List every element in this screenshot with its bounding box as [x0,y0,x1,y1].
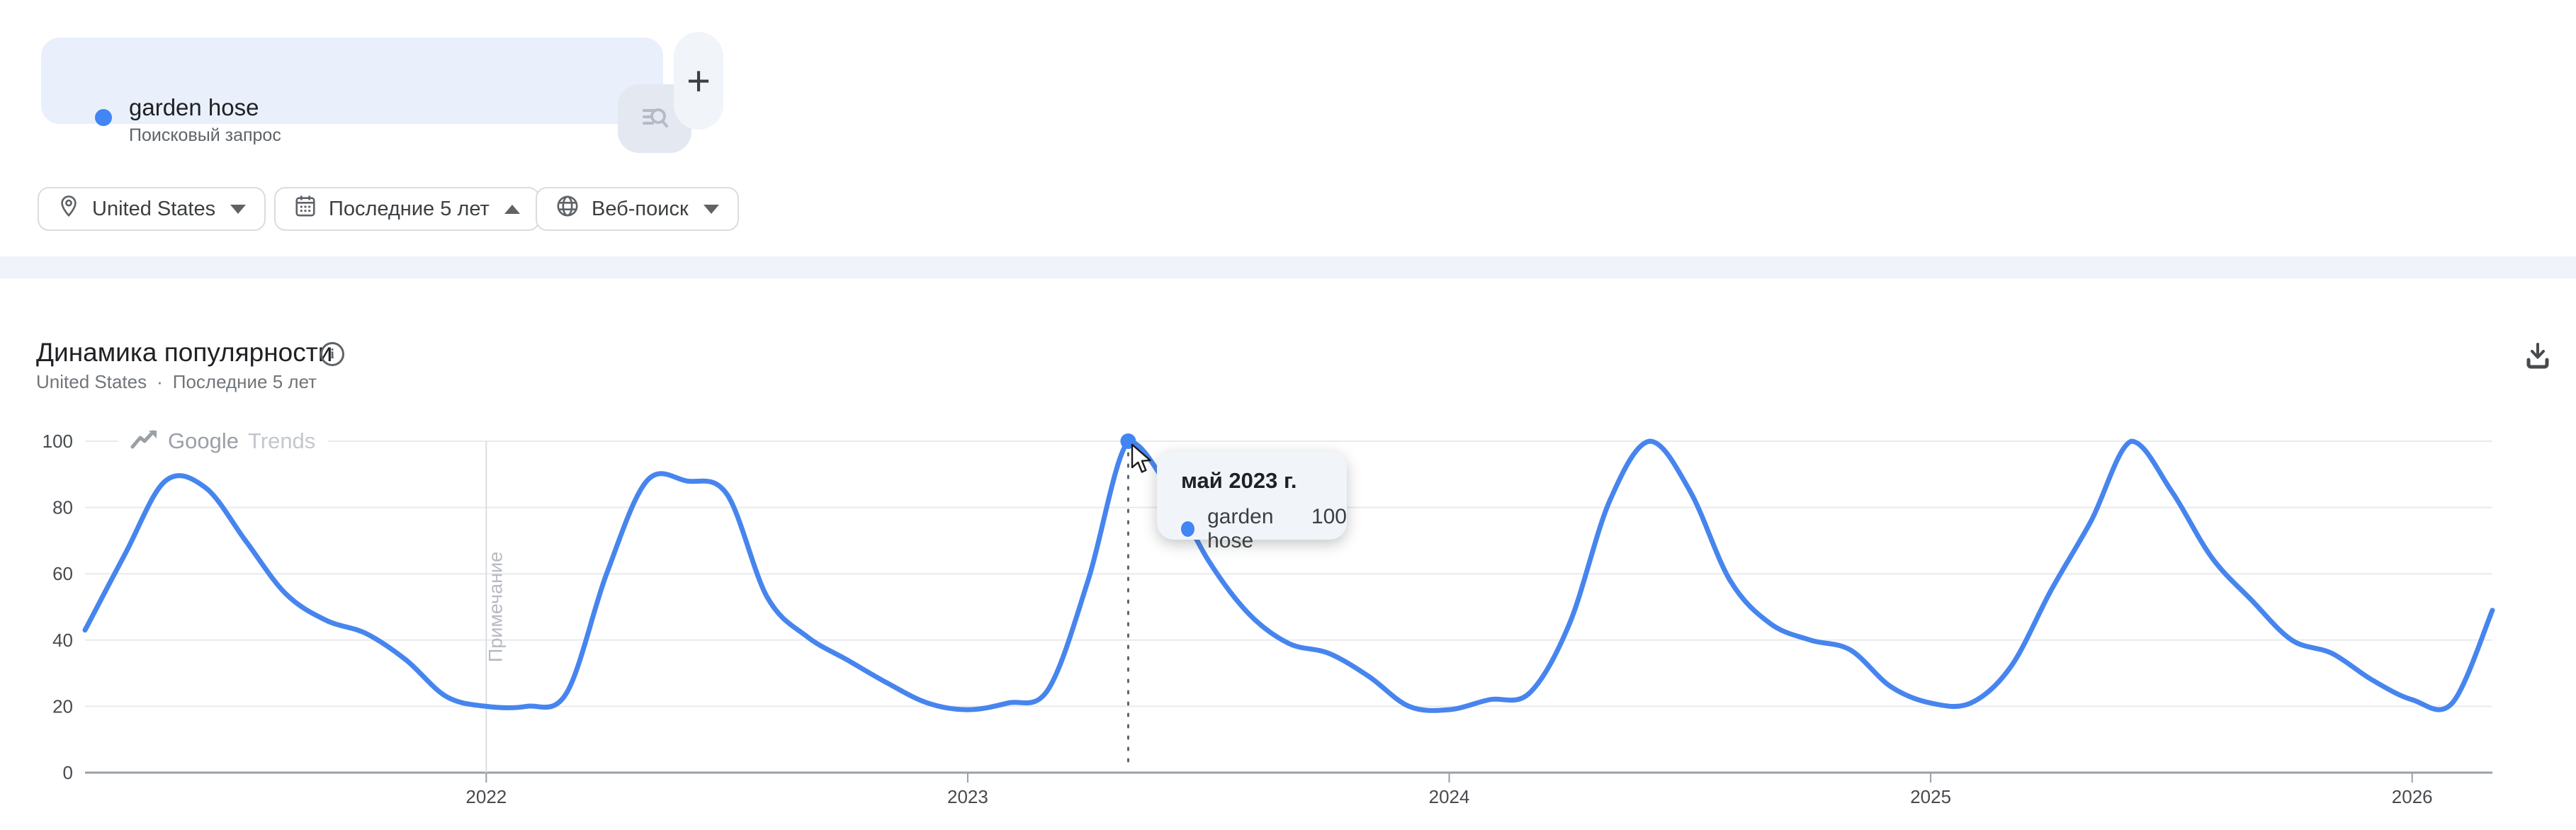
chart-tooltip: май 2023 г. garden hose 100 [1157,451,1347,552]
x-axis-label: 2024 [1429,786,1470,807]
search-term-card[interactable]: garden hose Поисковый запрос [41,38,691,153]
y-axis-label: 60 [52,563,73,584]
region-filter-label: United States [92,197,216,220]
trending-up-icon [130,429,159,454]
subtitle-region: United States [36,371,147,392]
tooltip-value: 100 [1311,505,1347,528]
x-axis-label: 2022 [465,786,507,807]
x-axis-label: 2025 [1910,786,1951,807]
calendar-icon [294,194,317,224]
caret-down-icon [703,204,719,214]
info-icon[interactable]: i [320,342,344,366]
y-axis-label: 100 [43,431,73,452]
time-range-filter-chip[interactable]: Последние 5 лет [274,187,540,231]
add-comparison-button[interactable]: + [674,32,723,130]
mouse-cursor [1130,443,1156,478]
location-pin-icon [57,194,80,224]
y-axis-label: 80 [52,497,73,518]
y-axis-label: 20 [52,695,73,717]
tooltip-date: май 2023 г. [1181,468,1297,493]
term-title: garden hose [129,94,259,120]
x-axis-label: 2026 [2392,786,2433,807]
chart-panel-title: Динамика популярности [36,338,333,367]
tooltip-series-dot [1181,521,1195,537]
download-csv-button[interactable] [2519,339,2556,375]
annotation-label: Примечание [485,552,506,662]
download-icon [2521,339,2555,376]
caret-down-icon [230,204,247,214]
time-range-filter-label: Последние 5 лет [329,197,490,220]
caret-up-icon [504,204,520,214]
search-type-filter-label: Веб-поиск [592,197,689,220]
watermark-trends: Trends [247,428,316,453]
page-background-band [0,256,2576,278]
y-axis-label: 40 [52,630,73,651]
series-color-dot [95,109,112,126]
subtitle-period: Последние 5 лет [172,371,317,392]
x-axis-label: 2023 [947,786,988,807]
term-type-label: Поисковый запрос [129,125,281,145]
globe-icon [555,194,580,224]
y-axis-label: 0 [63,762,73,783]
tooltip-series-value: garden hose 100 [1207,505,1347,553]
plus-icon: + [687,57,711,104]
google-trends-watermark: Google Trends [118,424,329,458]
tooltip-series-row: garden hose 100 [1181,505,1347,553]
subtitle-separator: · [157,371,163,392]
list-search-icon [638,101,671,137]
chart-panel-subtitle: United States · Последние 5 лет [36,371,317,393]
region-filter-chip[interactable]: United States [38,187,266,231]
watermark-google: Google [168,428,239,453]
term-text-block: garden hose Поисковый запрос [129,94,281,146]
search-type-filter-chip[interactable]: Веб-поиск [536,187,739,231]
tooltip-series-label: garden hose [1207,505,1274,552]
